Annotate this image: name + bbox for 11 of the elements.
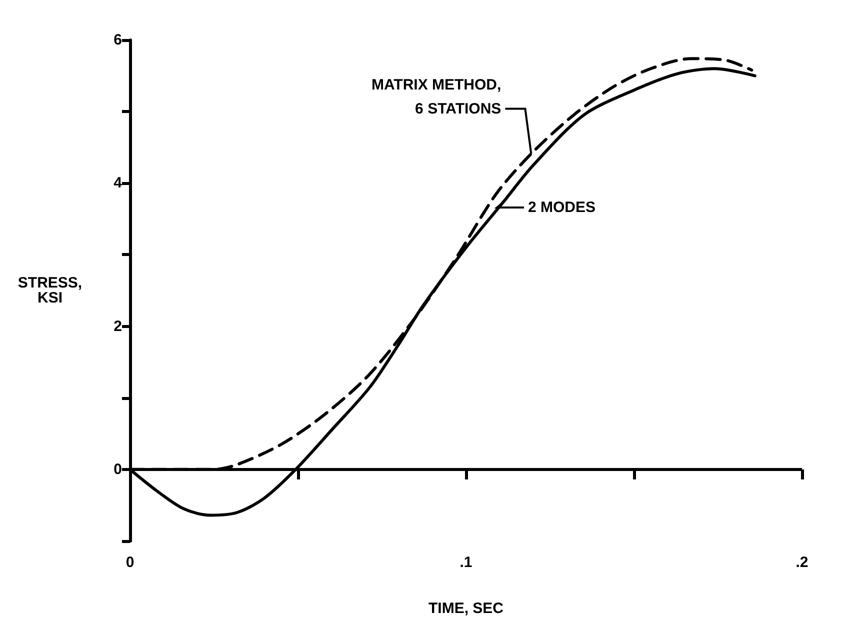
y-tick-label: 4 (114, 174, 123, 192)
y-axis-title: STRESS, KSI (18, 274, 82, 306)
y-tick-label: 6 (114, 32, 122, 48)
x-axis-title: TIME, SEC (428, 600, 504, 617)
x-tick-label: 0 (126, 554, 134, 571)
y-tick-label: 0 (114, 460, 122, 478)
y-tick-label: 2 (114, 318, 122, 335)
x-tick-label: .1 (460, 554, 472, 571)
annotation: MATRIX METHOD, 6 STATIONS (371, 76, 502, 118)
x-tick-label: .2 (796, 554, 808, 571)
annotation: 2 MODES (528, 198, 596, 216)
